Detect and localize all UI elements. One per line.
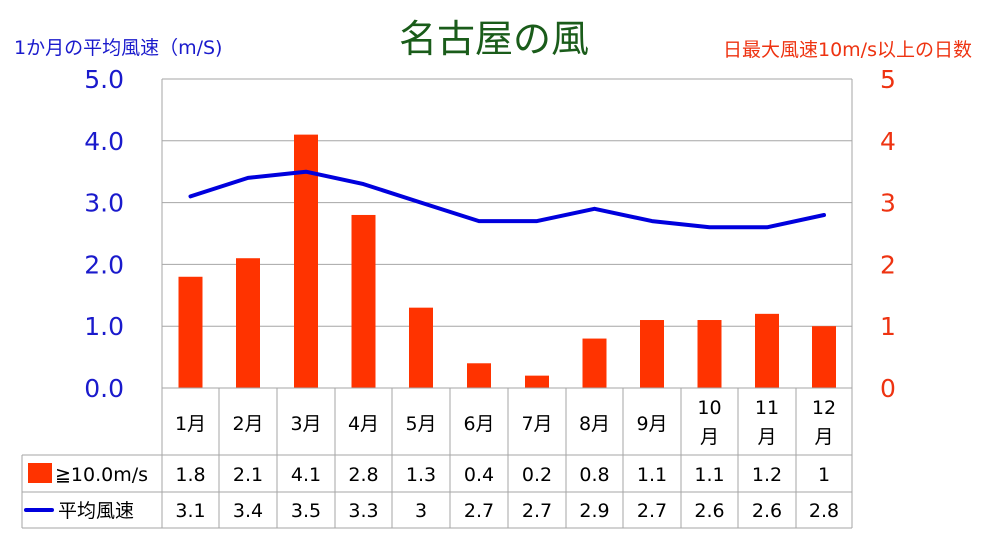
bar xyxy=(351,214,376,388)
bar-series xyxy=(178,134,836,388)
table-cell-gust-days: 0.2 xyxy=(522,464,552,486)
right-tick-label: 3 xyxy=(880,189,896,218)
legend-bar-swatch xyxy=(28,463,52,483)
table-cell-gust-days: 2.1 xyxy=(233,464,263,486)
table-cell-gust-days: 1.1 xyxy=(694,464,724,486)
bar xyxy=(582,338,607,388)
table-cell-gust-days: 1.8 xyxy=(175,464,205,486)
table-cell-avg-speed: 2.7 xyxy=(522,500,552,522)
table-cell-avg-speed: 2.6 xyxy=(694,500,724,522)
series-line xyxy=(188,169,826,230)
bar xyxy=(236,258,260,388)
category-label: 7月 xyxy=(521,413,552,435)
left-axis-ticks: 0.0 1.0 2.0 3.0 4.0 5.0 xyxy=(84,65,124,403)
table-cell-avg-speed: 2.7 xyxy=(464,500,494,522)
table-cell-gust-days: 1.1 xyxy=(637,464,667,486)
table-cell-gust-days: 1.2 xyxy=(752,464,782,486)
table-cell-avg-speed: 2.7 xyxy=(637,500,667,522)
left-tick-label: 2.0 xyxy=(84,250,124,279)
table-cell-avg-speed: 3.3 xyxy=(348,500,378,522)
category-label: 8月 xyxy=(579,413,610,435)
right-tick-label: 0 xyxy=(880,374,896,403)
legend-line-label: 平均風速 xyxy=(58,500,134,522)
left-tick-label: 0.0 xyxy=(84,374,124,403)
left-tick-label: 5.0 xyxy=(84,65,124,94)
legend-bar-label: ≧10.0m/s xyxy=(55,464,148,486)
table-cell-avg-speed: 2.8 xyxy=(809,500,839,522)
chart-title: 名古屋の風 xyxy=(399,17,589,61)
category-label: 5月 xyxy=(405,413,436,435)
right-tick-label: 4 xyxy=(880,127,896,156)
table-cell-gust-days: 0.8 xyxy=(579,464,609,486)
bar xyxy=(755,313,779,388)
category-label: 11 月 xyxy=(755,397,779,448)
left-tick-label: 4.0 xyxy=(84,127,124,156)
category-label: 9月 xyxy=(636,413,667,435)
table-cell-avg-speed: 3.5 xyxy=(291,500,321,522)
category-label: 6月 xyxy=(463,413,494,435)
grid xyxy=(161,78,853,388)
right-tick-label: 2 xyxy=(880,250,896,279)
category-label: 2月 xyxy=(232,413,263,435)
bar xyxy=(294,134,318,388)
bar xyxy=(467,363,491,388)
table-cell-avg-speed: 2.9 xyxy=(579,500,609,522)
category-label: 3月 xyxy=(290,413,321,435)
data-table: 1月 2月 3月 4月 5月 6月 7月 8月 9月 10 月 11 月 12 月 ≧10.0m/s 平均風速 1… xyxy=(21,387,853,529)
bar xyxy=(640,320,664,388)
table-cell-gust-days: 0.4 xyxy=(464,464,494,486)
line-series xyxy=(188,169,826,230)
category-label: 1月 xyxy=(175,413,206,435)
table-cell-avg-speed: 3.1 xyxy=(175,500,205,522)
right-axis-ticks: 0 1 2 3 4 5 xyxy=(880,65,896,403)
bar xyxy=(697,320,722,388)
table-cell-avg-speed: 2.6 xyxy=(752,500,782,522)
bar xyxy=(178,276,203,388)
table-cell-avg-speed: 3 xyxy=(415,500,427,522)
bar xyxy=(812,326,836,388)
left-axis-label: 1か月の平均風速（m/S) xyxy=(14,37,222,59)
table-cell-gust-days: 4.1 xyxy=(291,464,321,486)
table-cell-gust-days: 1 xyxy=(818,464,830,486)
bar xyxy=(409,307,433,388)
category-label: 4月 xyxy=(348,413,379,435)
category-label: 12 月 xyxy=(812,397,836,448)
table-cell-avg-speed: 3.4 xyxy=(233,500,263,522)
category-label: 10 月 xyxy=(697,397,721,448)
left-tick-label: 3.0 xyxy=(84,189,124,218)
table-cell-gust-days: 2.8 xyxy=(348,464,378,486)
left-tick-label: 1.0 xyxy=(84,312,124,341)
right-tick-label: 1 xyxy=(880,312,896,341)
right-axis-label: 日最大風速10m/s以上の日数 xyxy=(723,39,972,61)
table-cell-gust-days: 1.3 xyxy=(406,464,436,486)
right-tick-label: 5 xyxy=(880,65,896,94)
bar xyxy=(525,375,549,388)
